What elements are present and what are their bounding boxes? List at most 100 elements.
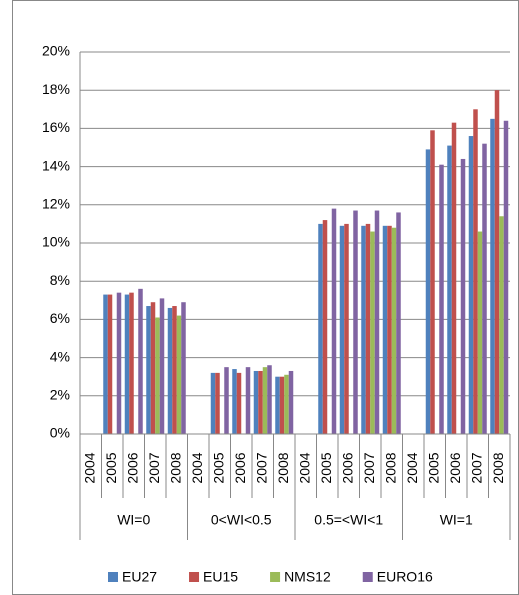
x-tick-label: 2004 [404, 452, 420, 483]
bar [279, 376, 285, 434]
bar [181, 302, 186, 434]
bar [503, 120, 509, 434]
group-label: WI=1 [440, 512, 473, 528]
bar [447, 145, 452, 434]
bar [159, 298, 165, 434]
x-tick-label: 2005 [103, 452, 119, 483]
y-tick-label: 10% [42, 234, 70, 250]
bar [430, 130, 435, 434]
legend-swatch [362, 572, 373, 582]
bar [167, 307, 173, 434]
bar [425, 149, 431, 434]
bar [322, 220, 328, 434]
bar [129, 292, 134, 434]
y-tick-label: 16% [42, 119, 70, 135]
x-tick-label: 2007 [253, 452, 269, 483]
bar [288, 370, 294, 434]
bar [236, 372, 242, 434]
bar [138, 288, 143, 434]
group-label: WI=0 [117, 512, 150, 528]
x-tick-label: 2006 [447, 452, 463, 483]
x-tick-label: 2006 [232, 452, 248, 483]
y-tick-label: 18% [42, 81, 70, 97]
legend-label: EU15 [203, 569, 238, 585]
bar [262, 367, 268, 434]
bar [150, 302, 156, 434]
legend-label: EURO16 [377, 569, 433, 585]
bar [224, 367, 229, 434]
bar [284, 374, 289, 434]
x-tick-label: 2006 [339, 452, 355, 483]
group-label: 0.5=<WI<1 [314, 512, 383, 528]
bar [172, 306, 177, 434]
x-tick-label: 2007 [361, 452, 377, 483]
bar [499, 216, 504, 434]
bar [387, 225, 392, 434]
legend-swatch [270, 572, 281, 582]
bar [107, 294, 113, 434]
bar [176, 315, 182, 434]
x-tick-label: 2004 [296, 452, 312, 483]
bar [339, 225, 345, 434]
bar [391, 227, 397, 434]
bar [275, 376, 280, 434]
bar [103, 294, 108, 434]
x-tick-label: 2008 [167, 452, 183, 483]
x-tick-label: 2008 [490, 452, 506, 483]
bar [232, 369, 237, 434]
legend-label: NMS12 [284, 569, 331, 585]
y-tick-label: 14% [42, 157, 70, 173]
y-tick-label: 12% [42, 196, 70, 212]
x-tick-label: 2005 [210, 452, 226, 483]
bar [396, 212, 401, 434]
bar [361, 225, 366, 434]
bar [477, 231, 483, 434]
x-tick-label: 2007 [468, 452, 484, 483]
y-tick-label: 2% [50, 387, 70, 403]
bar [353, 210, 358, 434]
group-label: 0<WI<0.5 [211, 512, 272, 528]
x-tick-label: 2004 [81, 452, 97, 483]
x-tick-label: 2005 [425, 452, 441, 483]
x-tick-label: 2008 [275, 452, 291, 483]
bar [490, 118, 495, 434]
y-tick-label: 8% [50, 272, 70, 288]
bar [124, 294, 130, 434]
bar [382, 225, 388, 434]
bar [473, 109, 478, 435]
bar [344, 223, 349, 434]
y-tick-label: 6% [50, 310, 70, 326]
bar [267, 365, 272, 434]
x-tick-label: 2004 [189, 452, 205, 483]
bar [374, 210, 380, 434]
bar [460, 158, 466, 434]
bar [116, 292, 122, 434]
bar [155, 317, 160, 434]
bar [365, 223, 371, 434]
bar [494, 90, 500, 434]
legend-label: EU27 [122, 569, 157, 585]
x-tick-label: 2008 [382, 452, 398, 483]
y-tick-label: 20% [42, 43, 70, 59]
x-tick-label: 2005 [318, 452, 334, 483]
bar [215, 372, 220, 434]
bar [245, 367, 251, 434]
bar [258, 370, 263, 434]
bar [146, 306, 151, 434]
x-tick-label: 2006 [124, 452, 140, 483]
bar [439, 164, 444, 434]
bar [253, 370, 259, 434]
legend-swatch [189, 572, 200, 582]
bar [482, 143, 487, 434]
bar [468, 136, 474, 435]
bar [451, 122, 457, 435]
legend-swatch [108, 572, 118, 582]
bar [210, 372, 216, 434]
bar [331, 208, 337, 434]
bar [318, 223, 323, 434]
y-tick-label: 0% [50, 425, 70, 441]
bar [370, 231, 375, 434]
x-tick-label: 2007 [146, 452, 162, 483]
y-tick-label: 4% [50, 348, 70, 364]
